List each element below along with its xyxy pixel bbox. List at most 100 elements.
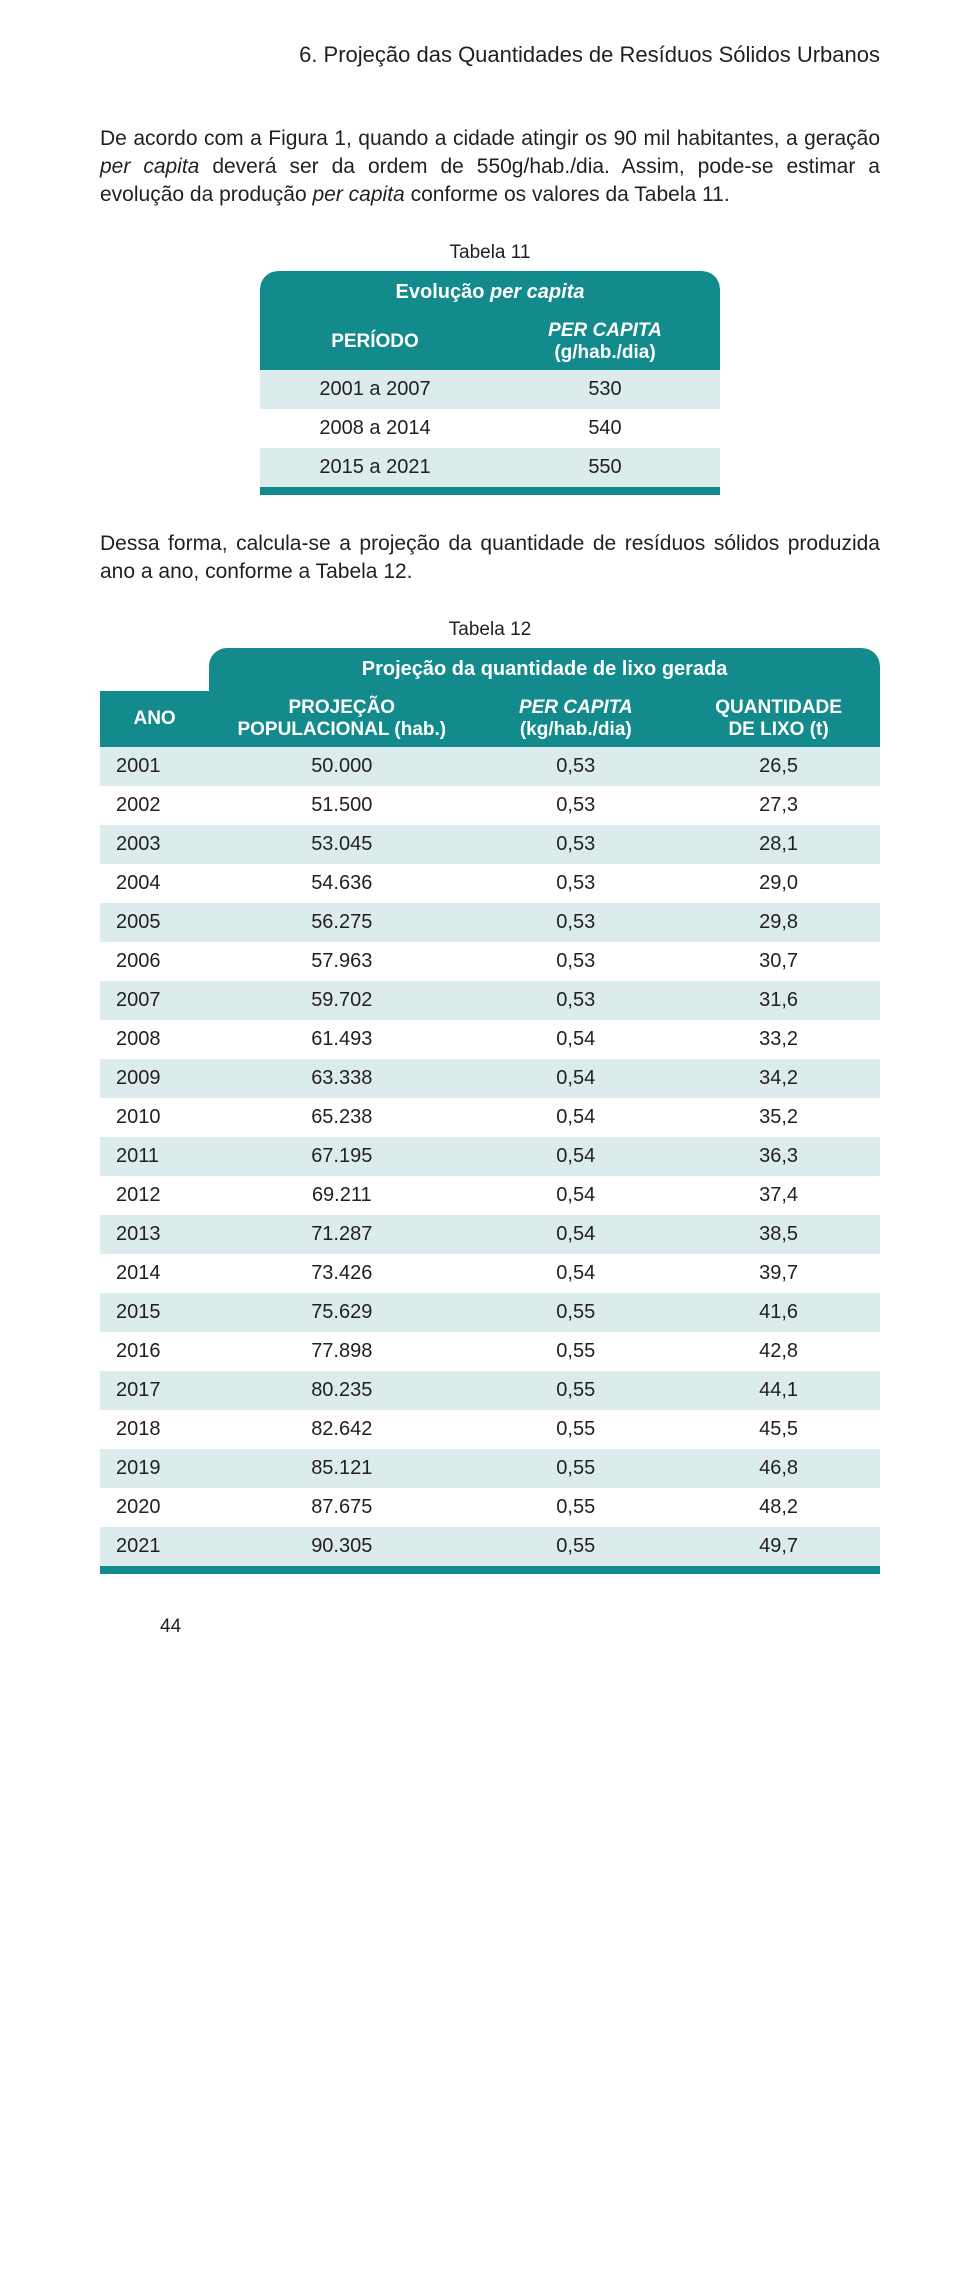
t12-cell-ano: 2012 [100, 1176, 209, 1215]
t12-cell-ano: 2005 [100, 903, 209, 942]
t12-cell-pop: 69.211 [209, 1176, 474, 1215]
t12-cell-ano: 2007 [100, 981, 209, 1020]
t11-cell-valor: 530 [490, 370, 720, 409]
t12-cell-ano: 2015 [100, 1293, 209, 1332]
t12-h-pc-b: (kg/hab./dia) [520, 719, 632, 740]
t12-cell-pop: 53.045 [209, 825, 474, 864]
t12-cell-pc: 0,55 [474, 1371, 677, 1410]
t12-cell-qt: 33,2 [677, 1020, 880, 1059]
t12-cell-pop: 73.426 [209, 1254, 474, 1293]
t12-cell-pc: 0,55 [474, 1488, 677, 1527]
table-row: 2001 a 2007 530 [260, 370, 720, 409]
t12-h-proj: PROJEÇÃO POPULACIONAL (hab.) [209, 691, 474, 747]
t12-cell-qt: 30,7 [677, 942, 880, 981]
t12-h-qt: QUANTIDADE DE LIXO (t) [677, 691, 880, 747]
t12-cell-qt: 36,3 [677, 1137, 880, 1176]
table-row: 200963.3380,5434,2 [100, 1059, 880, 1098]
t12-cell-pc: 0,53 [474, 981, 677, 1020]
t12-cell-ano: 2008 [100, 1020, 209, 1059]
t12-cell-qt: 45,5 [677, 1410, 880, 1449]
t11-cell-periodo: 2015 a 2021 [260, 448, 490, 487]
table-row: 2008 a 2014 540 [260, 409, 720, 448]
t12-h-proj-b: POPULACIONAL (hab.) [237, 719, 446, 740]
t12-cell-ano: 2018 [100, 1410, 209, 1449]
t12-cell-pc: 0,54 [474, 1059, 677, 1098]
table12-footer-bar [100, 1566, 880, 1574]
table-row: 201473.4260,5439,7 [100, 1254, 880, 1293]
t12-cell-pc: 0,54 [474, 1098, 677, 1137]
table11-col2-header: PER CAPITA (g/hab./dia) [490, 314, 720, 370]
table-row: 200150.0000,5326,5 [100, 747, 880, 786]
t12-cell-ano: 2009 [100, 1059, 209, 1098]
table-row: 200657.9630,5330,7 [100, 942, 880, 981]
t12-cell-ano: 2014 [100, 1254, 209, 1293]
table-row: 200251.5000,5327,3 [100, 786, 880, 825]
table12-header-row: ANO PROJEÇÃO POPULACIONAL (hab.) PER CAP… [100, 691, 880, 747]
table-row: 201575.6290,5541,6 [100, 1293, 880, 1332]
para1-text-e: conforme os valores da Tabela 11. [405, 183, 730, 206]
t12-cell-ano: 2004 [100, 864, 209, 903]
t12-cell-pc: 0,54 [474, 1254, 677, 1293]
t12-cell-pop: 63.338 [209, 1059, 474, 1098]
t12-h-pc: PER CAPITA (kg/hab./dia) [474, 691, 677, 747]
t12-cell-pc: 0,55 [474, 1332, 677, 1371]
t11-cell-valor: 550 [490, 448, 720, 487]
table11-col1-header: PERÍODO [260, 314, 490, 370]
t12-cell-pop: 57.963 [209, 942, 474, 981]
table-row: 200556.2750,5329,8 [100, 903, 880, 942]
table-row: 201985.1210,5546,8 [100, 1449, 880, 1488]
table-row: 201065.2380,5435,2 [100, 1098, 880, 1137]
table-row: 200759.7020,5331,6 [100, 981, 880, 1020]
t12-cell-qt: 38,5 [677, 1215, 880, 1254]
t12-cell-qt: 48,2 [677, 1488, 880, 1527]
t12-cell-ano: 2002 [100, 786, 209, 825]
table11-footer-bar [260, 487, 720, 495]
t12-cell-pc: 0,55 [474, 1527, 677, 1566]
t12-cell-ano: 2011 [100, 1137, 209, 1176]
t12-cell-pop: 50.000 [209, 747, 474, 786]
table12-title-row: Projeção da quantidade de lixo gerada [100, 648, 880, 691]
table11-title-a: Evolução [396, 281, 490, 303]
t12-cell-pop: 87.675 [209, 1488, 474, 1527]
t12-cell-pc: 0,54 [474, 1020, 677, 1059]
table11-col2-header-b: (g/hab./dia) [554, 342, 655, 363]
t12-cell-qt: 28,1 [677, 825, 880, 864]
t12-cell-pop: 71.287 [209, 1215, 474, 1254]
t12-cell-pop: 80.235 [209, 1371, 474, 1410]
table-row: 200454.6360,5329,0 [100, 864, 880, 903]
table11-title-b: per capita [490, 281, 584, 303]
t12-cell-qt: 34,2 [677, 1059, 880, 1098]
t12-cell-qt: 46,8 [677, 1449, 880, 1488]
t12-cell-pop: 56.275 [209, 903, 474, 942]
table-row: 201167.1950,5436,3 [100, 1137, 880, 1176]
table12-caption: Tabela 12 [100, 617, 880, 643]
para1-italic-1: per capita [100, 155, 199, 178]
table11-title-row: Evolução per capita [260, 271, 720, 314]
t12-cell-qt: 42,8 [677, 1332, 880, 1371]
page-number: 44 [160, 1614, 880, 1640]
t12-cell-ano: 2001 [100, 747, 209, 786]
table-row: 201677.8980,5542,8 [100, 1332, 880, 1371]
table11-header-row: PERÍODO PER CAPITA (g/hab./dia) [260, 314, 720, 370]
t12-cell-ano: 2003 [100, 825, 209, 864]
t12-cell-pop: 59.702 [209, 981, 474, 1020]
t12-cell-qt: 39,7 [677, 1254, 880, 1293]
t12-h-qt-a: QUANTIDADE [715, 697, 842, 718]
t12-cell-pop: 61.493 [209, 1020, 474, 1059]
t12-cell-pop: 51.500 [209, 786, 474, 825]
t12-cell-qt: 27,3 [677, 786, 880, 825]
t12-h-qt-b: DE LIXO (t) [728, 719, 828, 740]
table11-caption: Tabela 11 [100, 240, 880, 266]
t12-cell-pc: 0,53 [474, 903, 677, 942]
table11: Evolução per capita PERÍODO PER CAPITA (… [260, 271, 720, 495]
t12-cell-pc: 0,54 [474, 1137, 677, 1176]
t12-cell-qt: 41,6 [677, 1293, 880, 1332]
t12-cell-pop: 67.195 [209, 1137, 474, 1176]
t12-cell-ano: 2006 [100, 942, 209, 981]
t12-cell-qt: 35,2 [677, 1098, 880, 1137]
t12-cell-pop: 75.629 [209, 1293, 474, 1332]
paragraph-2: Dessa forma, calcula-se a projeção da qu… [100, 530, 880, 587]
t12-cell-pc: 0,53 [474, 786, 677, 825]
t12-cell-pop: 54.636 [209, 864, 474, 903]
table-row: 202190.3050,5549,7 [100, 1527, 880, 1566]
